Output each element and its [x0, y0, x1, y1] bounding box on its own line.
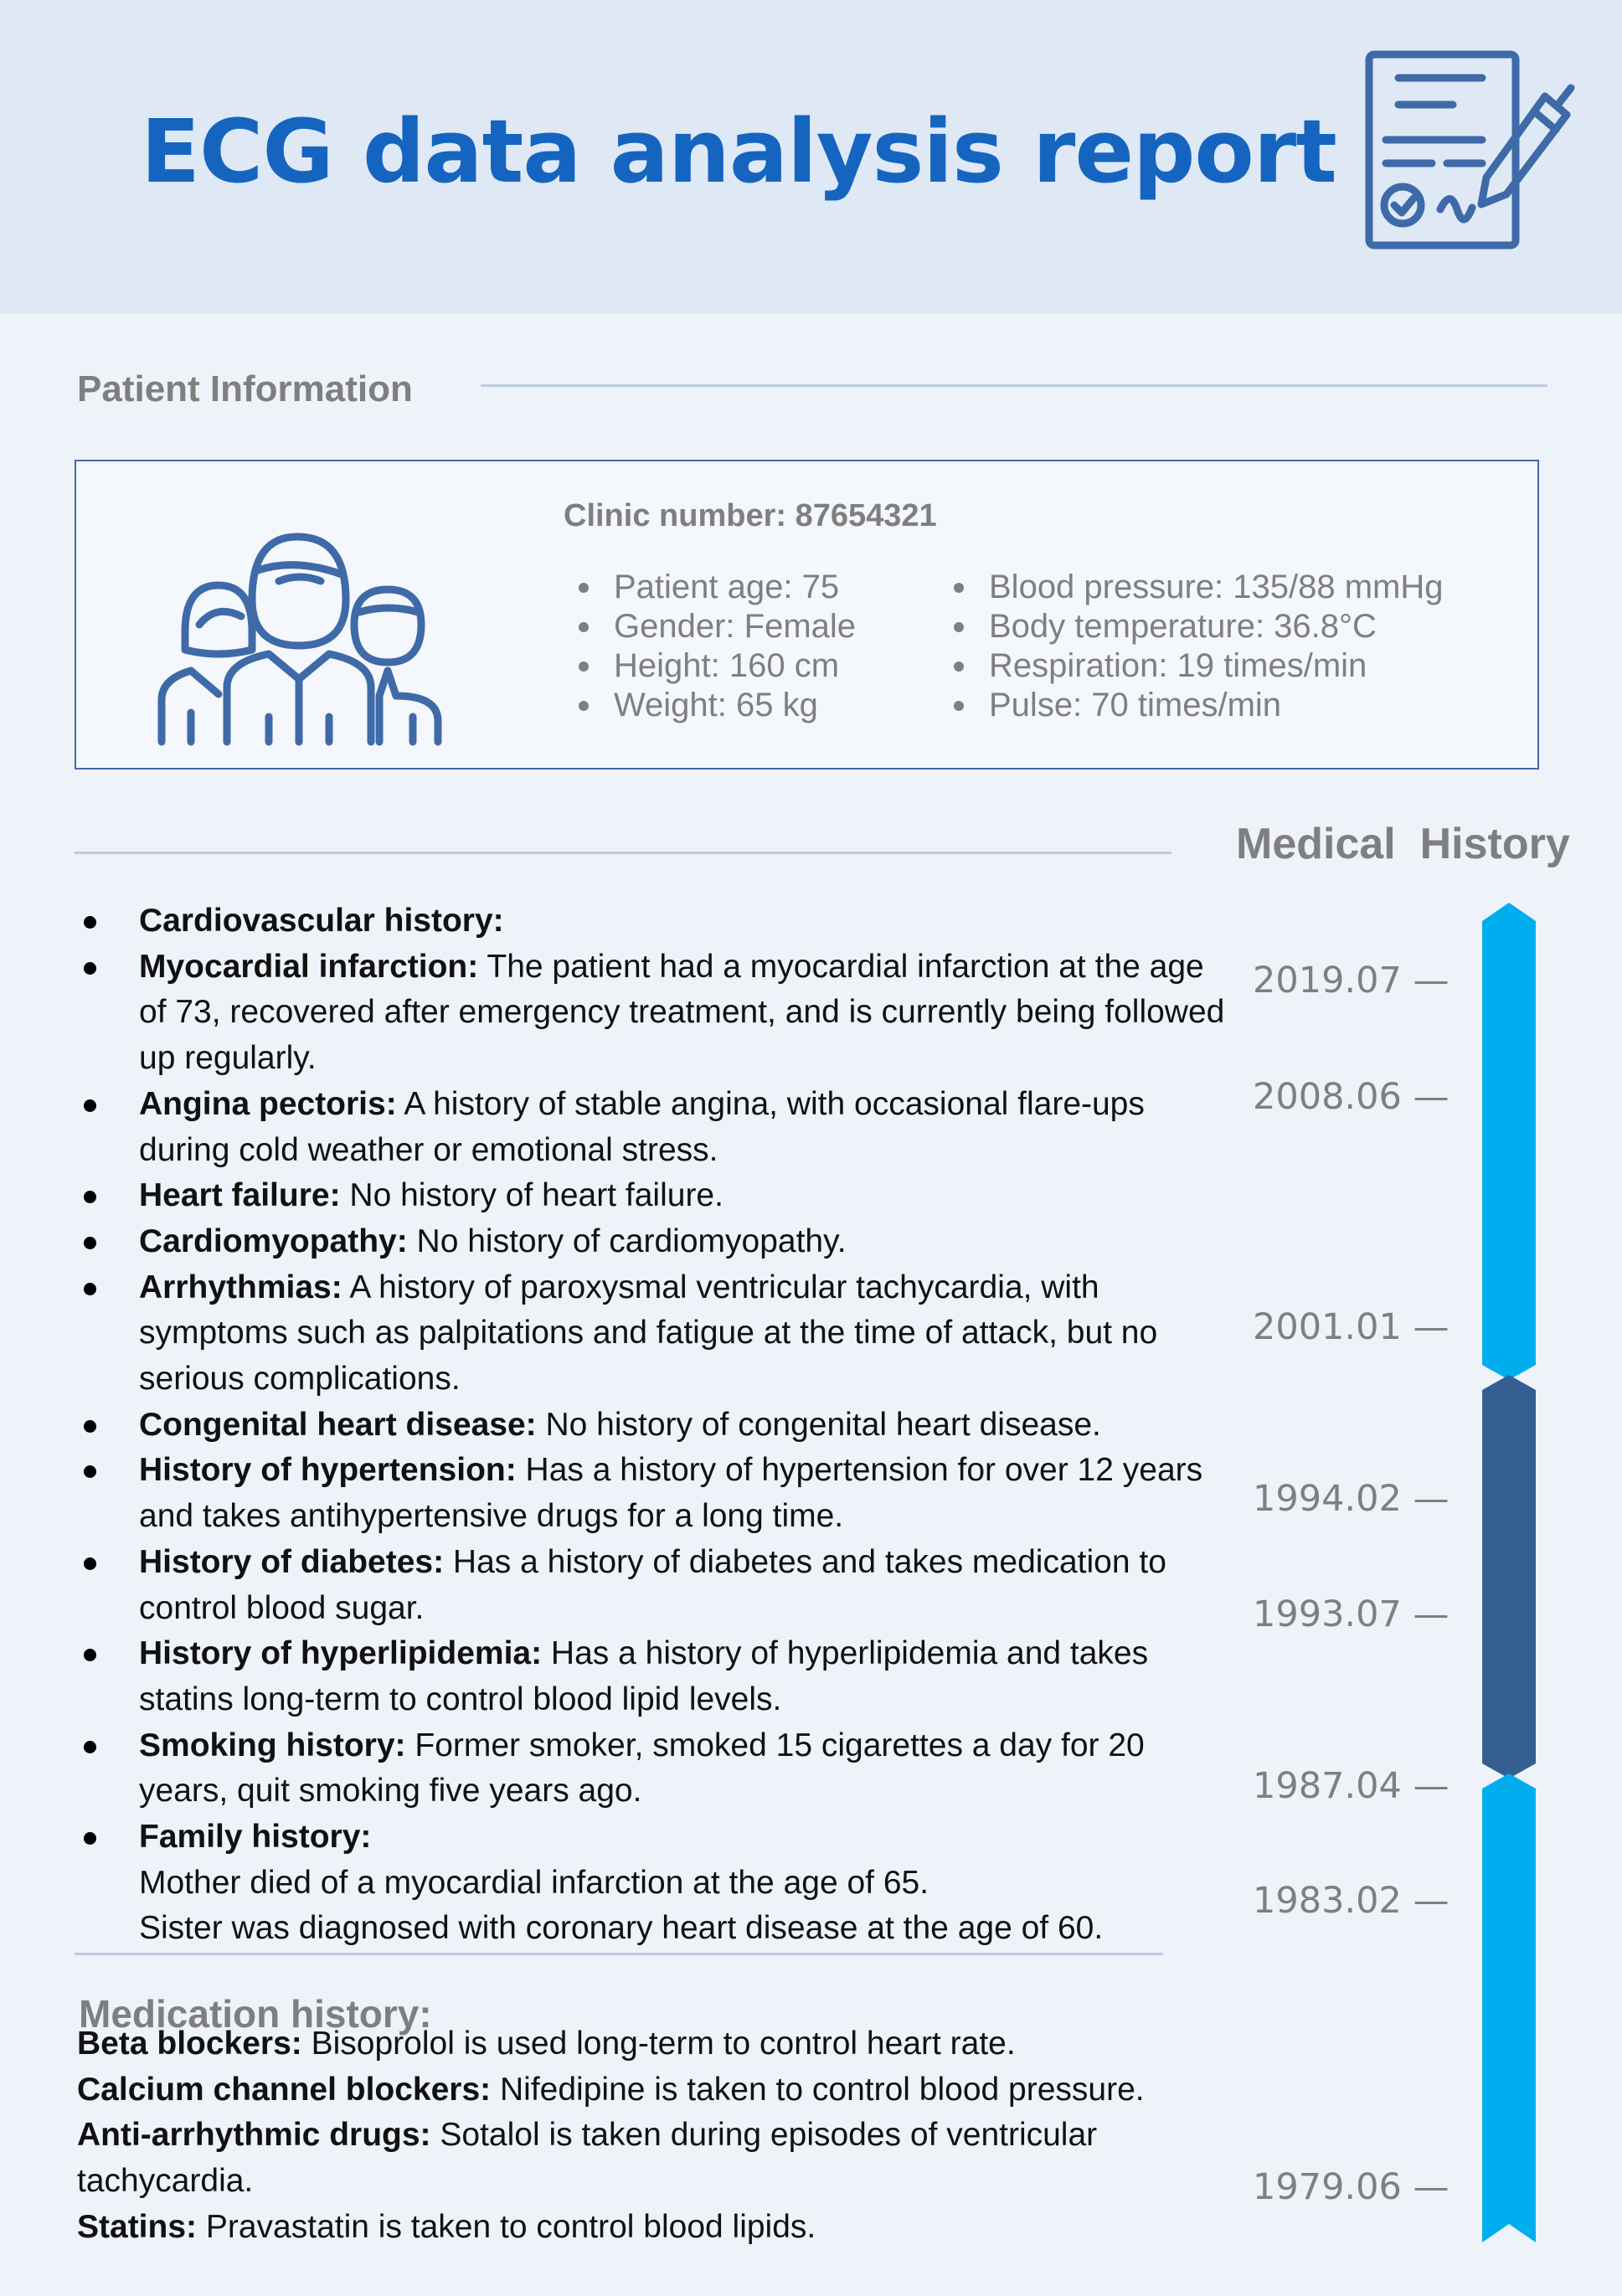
- body-temperature: Body temperature: 36.8°C: [954, 607, 1444, 646]
- history-item-text: Former smoker, smoked 15 cigarettes a da…: [139, 1727, 1145, 1810]
- history-item: Myocardial infarction: The patient had a…: [80, 945, 1236, 1082]
- medication-item-label: Beta blockers:: [77, 2026, 302, 2062]
- history-item: History of hyperlipidemia: Has a history…: [80, 1631, 1236, 1722]
- timeline-segment-early: [1482, 1773, 1536, 2242]
- patient-gender: Gender: Female: [579, 607, 856, 646]
- patient-info-heading: Patient Information: [77, 368, 413, 409]
- medication-item-text: Bisoprolol is used long-term to control …: [301, 2026, 1016, 2062]
- history-item: Cardiomyopathy: No history of cardiomyop…: [80, 1219, 1236, 1265]
- timeline-date: 1994.02 —: [1253, 1478, 1450, 1520]
- history-item-label: Congenital heart disease:: [139, 1406, 537, 1443]
- history-item-label: Angina pectoris:: [139, 1085, 397, 1122]
- medication-item: Anti-arrhythmic drugs: Sotalol is taken …: [77, 2113, 1249, 2204]
- history-item: Heart failure: No history of heart failu…: [80, 1173, 1236, 1219]
- patient-info-card: Clinic number: 87654321 Patient age: 75 …: [75, 460, 1539, 770]
- respiration: Respiration: 19 times/min: [954, 646, 1444, 686]
- history-item-text: Has a history of hyperlipidemia and take…: [139, 1635, 1149, 1717]
- patient-age: Patient age: 75: [579, 568, 856, 607]
- medication-history-heading: Medication history:: [79, 1992, 432, 2036]
- medication-item: Calcium channel blockers: Nifedipine is …: [77, 2067, 1249, 2113]
- history-item-label: Cardiovascular history:: [139, 903, 504, 939]
- medication-item: Beta blockers: Bisoprolol is used long-t…: [77, 2021, 1249, 2067]
- timeline-segment-recent: [1482, 903, 1536, 1380]
- history-item: Arrhythmias: A history of paroxysmal ven…: [80, 1265, 1236, 1403]
- history-item: Cardiovascular history:: [80, 898, 1236, 945]
- history-item-label: Myocardial infarction:: [139, 948, 479, 985]
- history-item-label: Heart failure:: [139, 1177, 341, 1214]
- medical-history-heading: Medical History: [1236, 820, 1570, 868]
- signed-document-icon: [1365, 50, 1575, 250]
- history-item-label: History of diabetes:: [139, 1543, 445, 1580]
- history-item-label: History of hypertension:: [139, 1452, 517, 1489]
- history-item-label: Arrhythmias:: [139, 1269, 342, 1305]
- clinic-number: Clinic number: 87654321: [564, 498, 937, 533]
- timeline-date: 2008.06 —: [1253, 1076, 1450, 1118]
- history-item: History of diabetes: Has a history of di…: [80, 1540, 1236, 1631]
- history-item-text: A history of paroxysmal ventricular tach…: [139, 1269, 1158, 1398]
- history-item: Family history: Mother died of a myocardi…: [80, 1815, 1236, 1952]
- history-item-text: No history of congenital heart disease.: [536, 1406, 1101, 1443]
- medication-item-text: Nifedipine is taken to control blood pre…: [491, 2071, 1145, 2108]
- medication-item-text: Pravastatin is taken to control blood li…: [197, 2208, 816, 2245]
- medical-history-list: Cardiovascular history: Myocardial infarc…: [80, 898, 1236, 1952]
- medication-item-label: Anti-arrhythmic drugs:: [77, 2117, 431, 2154]
- history-item-text: No history of heart failure.: [340, 1177, 723, 1214]
- history-item: Congenital heart disease: No history of …: [80, 1403, 1236, 1449]
- patient-weight: Weight: 65 kg: [579, 686, 856, 725]
- history-timeline-bar: [1482, 903, 1536, 2242]
- history-item-detail: Sister was diagnosed with coronary heart…: [139, 1910, 1104, 1947]
- history-item: Angina pectoris: A history of stable ang…: [80, 1082, 1236, 1173]
- blood-pressure: Blood pressure: 135/88 mmHg: [954, 568, 1444, 607]
- medication-item-text: Sotalol is taken during episodes of vent…: [77, 2117, 1098, 2200]
- medication-history-list: Beta blockers: Bisoprolol is used long-t…: [77, 2021, 1249, 2251]
- history-item-label: Smoking history:: [139, 1727, 406, 1763]
- history-item-label: Cardiomyopathy:: [139, 1223, 408, 1259]
- medication-item-label: Statins:: [77, 2208, 198, 2245]
- vital-signs-list: Blood pressure: 135/88 mmHg Body tempera…: [954, 568, 1444, 725]
- medication-item-label: Calcium channel blockers:: [77, 2071, 492, 2108]
- history-item-text: Has a history of hypertension for over 1…: [139, 1452, 1203, 1535]
- patient-details-list: Patient age: 75 Gender: Female Height: 1…: [579, 568, 856, 725]
- history-item-label: Family history:: [139, 1819, 372, 1856]
- patients-group-icon: [157, 533, 442, 746]
- history-item-text: Has a history of diabetes and takes medi…: [139, 1543, 1166, 1626]
- report-header: ECG data analysis report: [0, 0, 1622, 314]
- history-item-text: A history of stable angina, with occasio…: [139, 1085, 1145, 1168]
- history-item-detail: Mother died of a myocardial infarction a…: [139, 1864, 929, 1901]
- history-item-text: No history of cardiomyopathy.: [407, 1223, 847, 1259]
- medical-history-divider: [75, 852, 1171, 854]
- history-item-label: History of hyperlipidemia:: [139, 1635, 543, 1672]
- history-item: History of hypertension: Has a history o…: [80, 1448, 1236, 1539]
- timeline-date: 1993.07 —: [1253, 1593, 1450, 1635]
- patient-info-divider: [481, 384, 1547, 387]
- timeline-date: 2019.07 —: [1253, 960, 1450, 1001]
- medication-item: Statins: Pravastatin is taken to control…: [77, 2205, 1249, 2251]
- history-item: Smoking history: Former smoker, smoked 1…: [80, 1723, 1236, 1815]
- timeline-segment-middle: [1482, 1375, 1536, 1779]
- report-title: ECG data analysis report: [141, 100, 1337, 203]
- medication-divider: [75, 1953, 1163, 1955]
- history-item-text: The patient had a myocardial infarction …: [139, 948, 1225, 1077]
- timeline-date: 2001.01 —: [1253, 1306, 1450, 1348]
- patient-height: Height: 160 cm: [579, 646, 856, 686]
- timeline-date: 1987.04 —: [1253, 1765, 1450, 1807]
- pulse: Pulse: 70 times/min: [954, 686, 1444, 725]
- timeline-date: 1979.06 —: [1253, 2166, 1450, 2208]
- timeline-date: 1983.02 —: [1253, 1880, 1450, 1922]
